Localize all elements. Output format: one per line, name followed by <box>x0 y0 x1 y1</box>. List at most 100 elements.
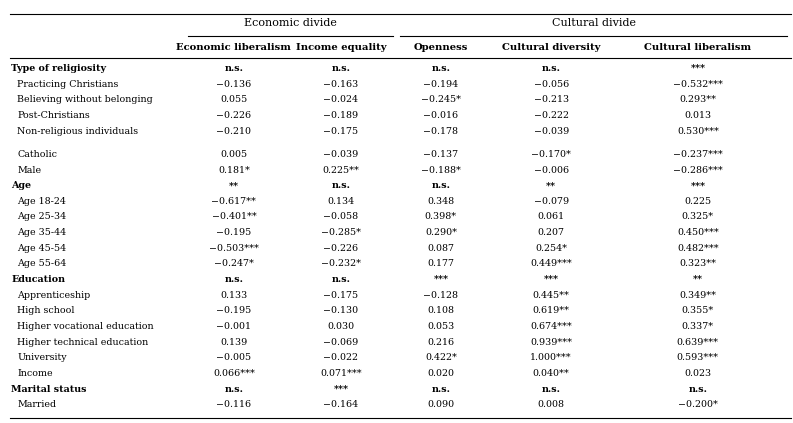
Text: Married: Married <box>17 400 56 409</box>
Text: n.s.: n.s. <box>224 64 243 73</box>
Text: −0.056: −0.056 <box>534 80 569 89</box>
Text: −0.175: −0.175 <box>324 291 358 300</box>
Text: Age 35-44: Age 35-44 <box>17 228 67 237</box>
Text: −0.226: −0.226 <box>324 244 358 253</box>
Text: 0.061: 0.061 <box>538 212 565 222</box>
Text: High school: High school <box>17 306 75 316</box>
Text: Cultural divide: Cultural divide <box>552 18 636 28</box>
Text: −0.170*: −0.170* <box>531 150 571 159</box>
Text: 0.134: 0.134 <box>328 197 354 206</box>
Text: ***: *** <box>691 64 705 73</box>
Text: −0.024: −0.024 <box>324 95 358 104</box>
Text: Age 45-54: Age 45-54 <box>17 244 67 253</box>
Text: 0.181*: 0.181* <box>218 165 250 175</box>
Text: 0.053: 0.053 <box>427 322 454 331</box>
Text: −0.079: −0.079 <box>534 197 569 206</box>
Text: 0.023: 0.023 <box>684 369 711 378</box>
Text: −0.175: −0.175 <box>324 126 358 136</box>
Text: Cultural diversity: Cultural diversity <box>502 43 600 52</box>
Text: Age 18-24: Age 18-24 <box>17 197 67 206</box>
Text: 0.349**: 0.349** <box>680 291 716 300</box>
Text: n.s.: n.s. <box>331 64 351 73</box>
Text: −0.178: −0.178 <box>423 126 458 136</box>
Text: 0.639***: 0.639*** <box>677 338 718 347</box>
Text: −0.200*: −0.200* <box>678 400 718 409</box>
Text: −0.210: −0.210 <box>216 126 251 136</box>
Text: 0.674***: 0.674*** <box>531 322 572 331</box>
Text: ***: *** <box>544 275 558 284</box>
Text: −0.195: −0.195 <box>216 228 251 237</box>
Text: 0.040**: 0.040** <box>533 369 569 378</box>
Text: Higher vocational education: Higher vocational education <box>17 322 154 331</box>
Text: −0.213: −0.213 <box>534 95 569 104</box>
Text: 0.293**: 0.293** <box>680 95 716 104</box>
Text: 0.225**: 0.225** <box>323 165 359 175</box>
Text: 0.087: 0.087 <box>427 244 454 253</box>
Text: −0.401**: −0.401** <box>212 212 256 222</box>
Text: **: ** <box>546 181 556 190</box>
Text: −0.237***: −0.237*** <box>673 150 722 159</box>
Text: Economic liberalism: Economic liberalism <box>177 43 291 52</box>
Text: −0.232*: −0.232* <box>321 259 361 269</box>
Text: 0.398*: 0.398* <box>425 212 457 222</box>
Text: Apprenticeship: Apprenticeship <box>17 291 90 300</box>
Text: −0.163: −0.163 <box>324 80 358 89</box>
Text: −0.195: −0.195 <box>216 306 251 316</box>
Text: n.s.: n.s. <box>431 385 450 394</box>
Text: n.s.: n.s. <box>331 275 351 284</box>
Text: 0.337*: 0.337* <box>682 322 714 331</box>
Text: −0.188*: −0.188* <box>421 165 461 175</box>
Text: Age: Age <box>11 181 31 190</box>
Text: −0.130: −0.130 <box>324 306 358 316</box>
Text: **: ** <box>693 275 703 284</box>
Text: 0.323**: 0.323** <box>680 259 716 269</box>
Text: 0.449***: 0.449*** <box>531 259 572 269</box>
Text: 0.066***: 0.066*** <box>213 369 255 378</box>
Text: −0.226: −0.226 <box>216 111 251 120</box>
Text: 0.055: 0.055 <box>220 95 247 104</box>
Text: ***: *** <box>334 385 348 394</box>
Text: Openness: Openness <box>414 43 468 52</box>
Text: 0.108: 0.108 <box>427 306 454 316</box>
Text: 0.422*: 0.422* <box>425 353 457 363</box>
Text: ***: *** <box>691 181 705 190</box>
Text: 0.939***: 0.939*** <box>531 338 572 347</box>
Text: 0.254*: 0.254* <box>535 244 567 253</box>
Text: 0.005: 0.005 <box>220 150 247 159</box>
Text: 0.139: 0.139 <box>220 338 247 347</box>
Text: 0.450***: 0.450*** <box>677 228 718 237</box>
Text: −0.058: −0.058 <box>324 212 358 222</box>
Text: −0.005: −0.005 <box>216 353 251 363</box>
Text: n.s.: n.s. <box>431 181 450 190</box>
Text: −0.194: −0.194 <box>423 80 458 89</box>
Text: 0.133: 0.133 <box>220 291 247 300</box>
Text: **: ** <box>229 181 239 190</box>
Text: −0.617**: −0.617** <box>212 197 256 206</box>
Text: Higher technical education: Higher technical education <box>17 338 149 347</box>
Text: n.s.: n.s. <box>542 64 561 73</box>
Text: 0.008: 0.008 <box>538 400 565 409</box>
Text: 0.207: 0.207 <box>538 228 565 237</box>
Text: 0.020: 0.020 <box>427 369 454 378</box>
Text: Age 25-34: Age 25-34 <box>17 212 67 222</box>
Text: n.s.: n.s. <box>431 64 450 73</box>
Text: University: University <box>17 353 67 363</box>
Text: −0.022: −0.022 <box>324 353 358 363</box>
Text: 1.000***: 1.000*** <box>531 353 572 363</box>
Text: Non-religious individuals: Non-religious individuals <box>17 126 139 136</box>
Text: Age 55-64: Age 55-64 <box>17 259 67 269</box>
Text: −0.128: −0.128 <box>423 291 458 300</box>
Text: Post-Christians: Post-Christians <box>17 111 90 120</box>
Text: −0.136: −0.136 <box>216 80 251 89</box>
Text: n.s.: n.s. <box>224 275 243 284</box>
Text: Cultural liberalism: Cultural liberalism <box>644 43 752 52</box>
Text: 0.090: 0.090 <box>427 400 454 409</box>
Text: −0.016: −0.016 <box>423 111 458 120</box>
Text: ***: *** <box>434 275 448 284</box>
Text: n.s.: n.s. <box>542 385 561 394</box>
Text: −0.285*: −0.285* <box>321 228 361 237</box>
Text: 0.619**: 0.619** <box>533 306 569 316</box>
Text: Income equality: Income equality <box>296 43 386 52</box>
Text: −0.286***: −0.286*** <box>673 165 722 175</box>
Text: Education: Education <box>11 275 65 284</box>
